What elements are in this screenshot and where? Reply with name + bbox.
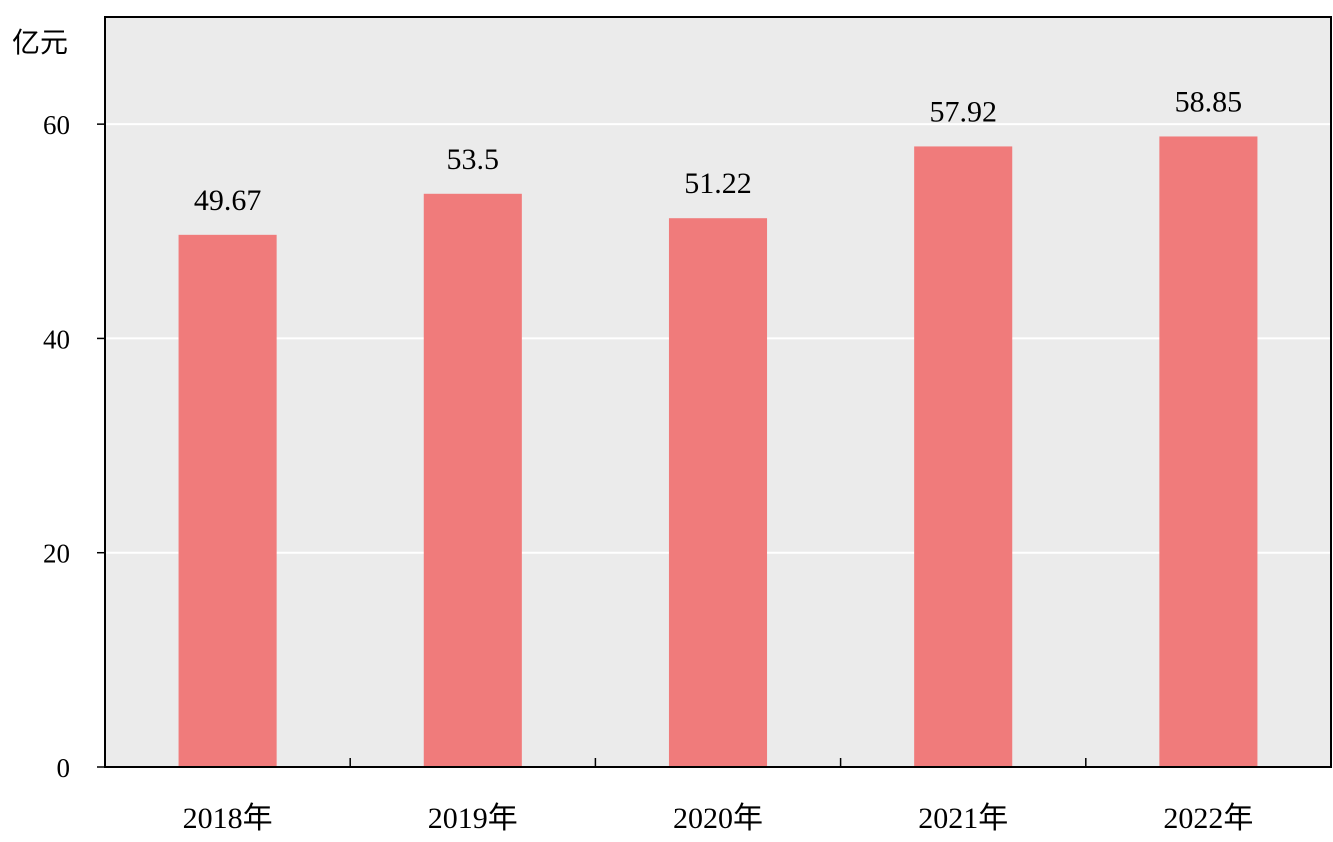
x-category-label: 2020年 [673,802,763,835]
x-category-label: 2022年 [1163,802,1253,835]
bar-value-label: 58.85 [1175,85,1243,118]
bar-value-label: 51.22 [684,167,752,200]
bar [178,234,277,768]
bar-value-labels: 49.67 53.5 51.22 57.92 58.85 [194,85,1242,216]
bar [423,193,522,768]
bar-value-label: 57.92 [929,95,997,128]
bar [1159,136,1258,767]
x-category-label: 2019年 [428,802,518,835]
bar-value-label: 53.5 [447,143,500,176]
axes [104,16,1332,768]
x-category-label: 2018年 [183,802,273,835]
x-category-label: 2021年 [918,802,1008,835]
bar-value-label: 49.67 [194,184,262,217]
plot-frame [104,16,1332,768]
bars [178,136,1258,768]
y-tick-label: 20 [43,539,70,569]
y-axis-ticks: 0 20 40 60 [43,110,105,783]
y-axis-unit-label: 亿元 [12,26,68,59]
y-tick-label: 40 [43,324,70,354]
bar [668,218,768,767]
bar [914,146,1013,767]
y-tick-label: 0 [57,753,71,783]
y-tick-label: 60 [43,110,70,140]
x-axis-ticks: 2018年 2019年 2020年 2021年 2022年 [183,758,1253,835]
